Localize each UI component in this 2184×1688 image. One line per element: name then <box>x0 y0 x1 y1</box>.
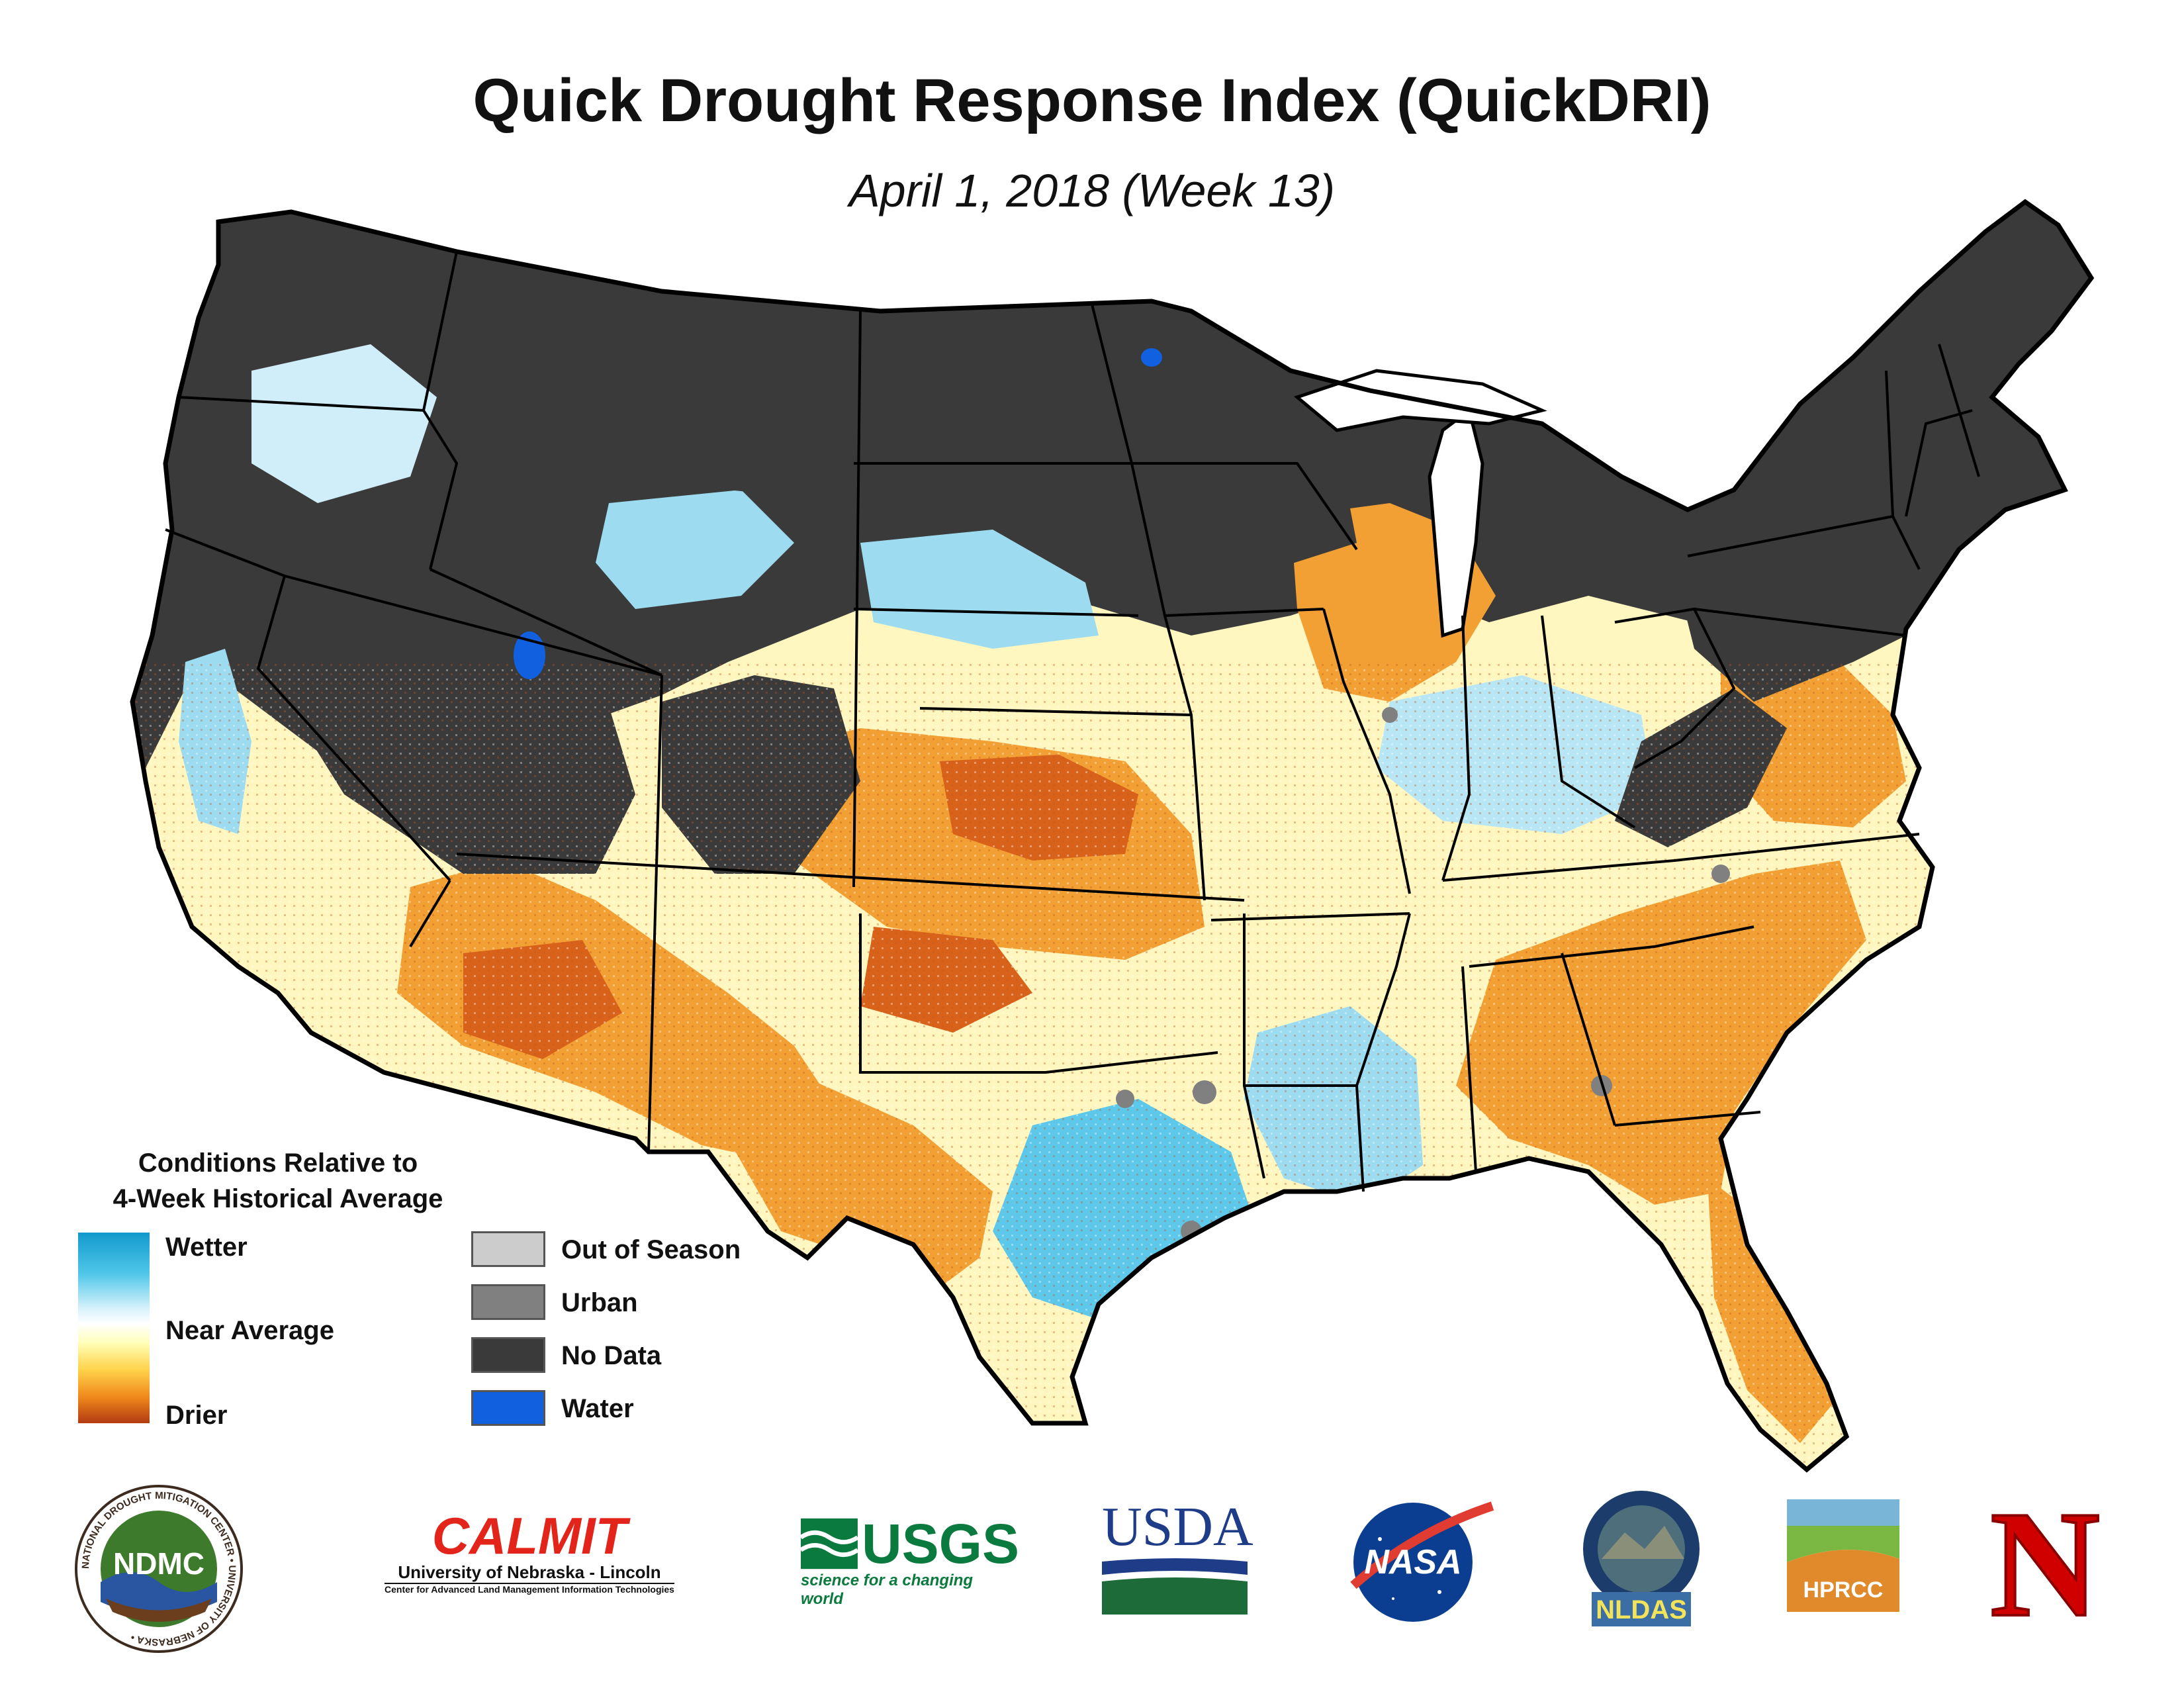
legend-swatch-water <box>471 1390 545 1426</box>
calmit-logo: CALMIT University of Nebraska - Lincoln … <box>338 1509 721 1596</box>
unl-n-letter: N <box>1990 1486 2100 1632</box>
nasa-name: NASA <box>1364 1543 1461 1581</box>
usgs-wave-icon <box>801 1518 858 1570</box>
map-title: Quick Drought Response Index (QuickDRI) <box>473 67 1711 134</box>
nldas-logo: NLDAS <box>1583 1491 1700 1626</box>
calmit-university: University of Nebraska - Lincoln <box>398 1562 661 1582</box>
legend-title-line1: Conditions Relative to <box>138 1149 418 1178</box>
hprcc-logo: HPRCC <box>1787 1499 1899 1612</box>
ndmc-center-text: NDMC <box>113 1546 205 1581</box>
legend-swatch-urban <box>471 1284 545 1320</box>
legend-title: Conditions Relative to 4-Week Historical… <box>40 1145 516 1217</box>
calmit-center: Center for Advanced Land Management Info… <box>385 1583 674 1595</box>
usda-logo: USDA <box>1102 1496 1253 1618</box>
usda-field-icon <box>1102 1558 1248 1615</box>
usgs-name: USGS <box>861 1513 1019 1575</box>
nldas-name: NLDAS <box>1596 1595 1687 1624</box>
us-outline <box>130 199 2095 1473</box>
usgs-tagline: science for a changing world <box>801 1571 974 1608</box>
urban-patch <box>1116 1090 1134 1108</box>
no-data-north <box>397 252 1357 596</box>
lake-okeechobee <box>1819 1275 1841 1307</box>
legend-label-out-of-season: Out of Season <box>561 1235 741 1264</box>
legend-label-drier: Drier <box>165 1401 228 1430</box>
legend-label-water: Water <box>561 1394 634 1423</box>
legend-label-urban: Urban <box>561 1288 638 1317</box>
nasa-logo: NASA <box>1350 1501 1494 1622</box>
urban-patch <box>1711 865 1730 883</box>
map-date-subtitle: April 1, 2018 (Week 13) <box>848 165 1336 216</box>
legend-color-ramp <box>78 1233 150 1423</box>
legend-swatch-out-of-season <box>471 1231 545 1267</box>
wetter-zone-nebraska <box>860 530 1099 649</box>
hprcc-name: HPRCC <box>1803 1577 1884 1603</box>
urban-patch <box>1193 1080 1216 1104</box>
ndmc-logo: NDMC NATIONAL DROUGHT MITIGATION CENTER … <box>75 1485 243 1653</box>
lake-pontchartrain <box>1395 1197 1422 1213</box>
unl-logo: N <box>1989 1486 2101 1632</box>
state-borders <box>165 251 1980 1192</box>
legend-label-near-average: Near Average <box>165 1316 334 1345</box>
northern-lake <box>1141 348 1162 367</box>
usda-name: USDA <box>1102 1496 1253 1558</box>
calmit-name: CALMIT <box>432 1507 627 1565</box>
usgs-logo: USGS science for a changing world <box>801 1516 1019 1609</box>
legend-label-no-data: No Data <box>561 1341 662 1370</box>
wetter-zone-wyoming <box>596 490 794 609</box>
wetter-zone-northwest <box>251 344 437 503</box>
legend-title-line2: 4-Week Historical Average <box>113 1184 443 1213</box>
legend-swatch-no-data <box>471 1337 545 1373</box>
urban-patch <box>1382 707 1398 723</box>
legend-label-wetter: Wetter <box>165 1233 248 1262</box>
